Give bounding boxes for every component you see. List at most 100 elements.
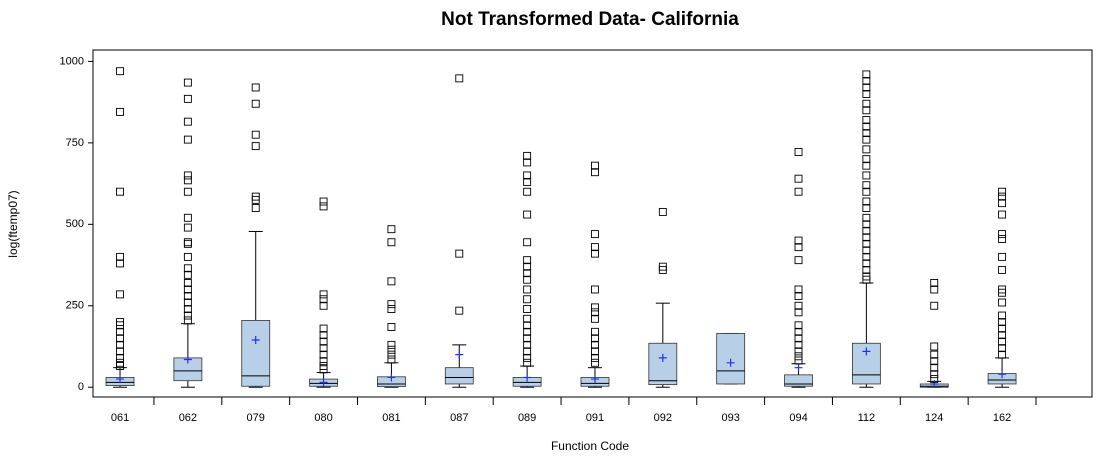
outlier: [591, 353, 599, 362]
outlier: [116, 347, 124, 356]
outlier: [523, 262, 532, 271]
outlier: [998, 192, 1007, 201]
outlier: [862, 239, 871, 248]
outlier: [183, 292, 192, 300]
outlier: [591, 161, 599, 170]
outlier: [183, 311, 192, 320]
outlier: [319, 344, 328, 353]
outlier: [862, 233, 871, 242]
chart-title: Not Transformed Data- California: [441, 9, 739, 30]
outlier: [862, 99, 871, 108]
outlier: [116, 259, 124, 268]
outlier: [794, 321, 803, 330]
outlier: [998, 331, 1007, 340]
outlier: [591, 303, 599, 312]
outlier: [794, 236, 803, 245]
outlier: [862, 220, 871, 229]
x-tick-label: 162: [993, 412, 1011, 424]
outlier: [183, 78, 192, 87]
outlier: [658, 265, 667, 274]
outlier: [862, 122, 871, 131]
outlier: [183, 187, 192, 196]
x-tick-label: 093: [721, 412, 739, 424]
outlier: [794, 356, 803, 365]
outlier: [862, 181, 871, 190]
outlier: [930, 350, 939, 359]
outlier: [998, 344, 1007, 353]
outlier: [591, 243, 599, 252]
outlier: [998, 350, 1007, 359]
outlier: [862, 77, 871, 85]
outlier: [183, 94, 192, 103]
x-tick-label: 081: [382, 412, 400, 424]
outlier: [183, 238, 192, 247]
outlier: [998, 337, 1007, 346]
outlier: [319, 331, 328, 340]
outlier: [862, 187, 871, 196]
outlier: [116, 362, 124, 370]
y-tick-label: 250: [66, 300, 84, 312]
outlier: [251, 142, 260, 151]
outlier: [523, 295, 532, 304]
outlier: [183, 264, 192, 273]
outlier: [116, 327, 124, 336]
outlier: [319, 290, 328, 299]
outlier: [998, 230, 1007, 239]
outlier: [387, 225, 396, 234]
outlier: [455, 306, 464, 315]
plot-frame: [92, 49, 1093, 398]
outlier: [998, 324, 1007, 333]
x-tick-label: 061: [111, 412, 129, 424]
mean-marker: [319, 378, 328, 387]
outlier: [116, 252, 124, 261]
mean-marker: [794, 363, 803, 372]
outlier: [794, 352, 803, 361]
outlier: [998, 288, 1007, 297]
outlier: [251, 99, 260, 108]
outlier: [319, 295, 328, 304]
outlier: [183, 252, 192, 261]
outlier: [523, 269, 532, 278]
outlier: [387, 340, 396, 349]
box: [648, 342, 678, 386]
outlier: [387, 238, 396, 247]
outlier: [591, 327, 599, 336]
x-tick-label: 062: [179, 412, 197, 424]
outlier: [319, 301, 328, 310]
outlier: [591, 347, 599, 356]
outlier: [658, 207, 667, 216]
mean-marker: [455, 350, 464, 359]
outlier: [523, 210, 532, 219]
y-tick-label: 0: [78, 381, 84, 393]
outlier: [862, 197, 871, 206]
outlier: [183, 270, 192, 279]
outlier: [862, 204, 871, 212]
outlier: [591, 168, 599, 177]
outlier: [183, 135, 192, 144]
mean-marker: [998, 370, 1007, 379]
y-axis-label: log(ftemp07): [6, 190, 20, 257]
outlier: [523, 256, 532, 265]
outlier: [862, 275, 871, 284]
box: [241, 320, 271, 387]
outlier: [183, 239, 192, 248]
outlier: [116, 353, 124, 362]
outlier: [251, 195, 260, 204]
outlier: [183, 171, 192, 180]
outlier: [862, 226, 871, 235]
x-tick-label: 112: [858, 412, 876, 424]
y-tick-label: 500: [66, 218, 84, 230]
outlier: [794, 334, 803, 343]
outlier: [930, 279, 939, 287]
outlier: [387, 305, 396, 313]
outlier: [116, 290, 124, 299]
outlier: [591, 358, 599, 367]
outlier: [319, 337, 328, 346]
outlier: [116, 321, 124, 330]
y-tick-label: 1000: [60, 55, 84, 67]
outlier: [116, 334, 124, 343]
x-tick-label: 087: [450, 412, 468, 424]
outlier: [794, 292, 803, 300]
outlier: [998, 235, 1007, 243]
